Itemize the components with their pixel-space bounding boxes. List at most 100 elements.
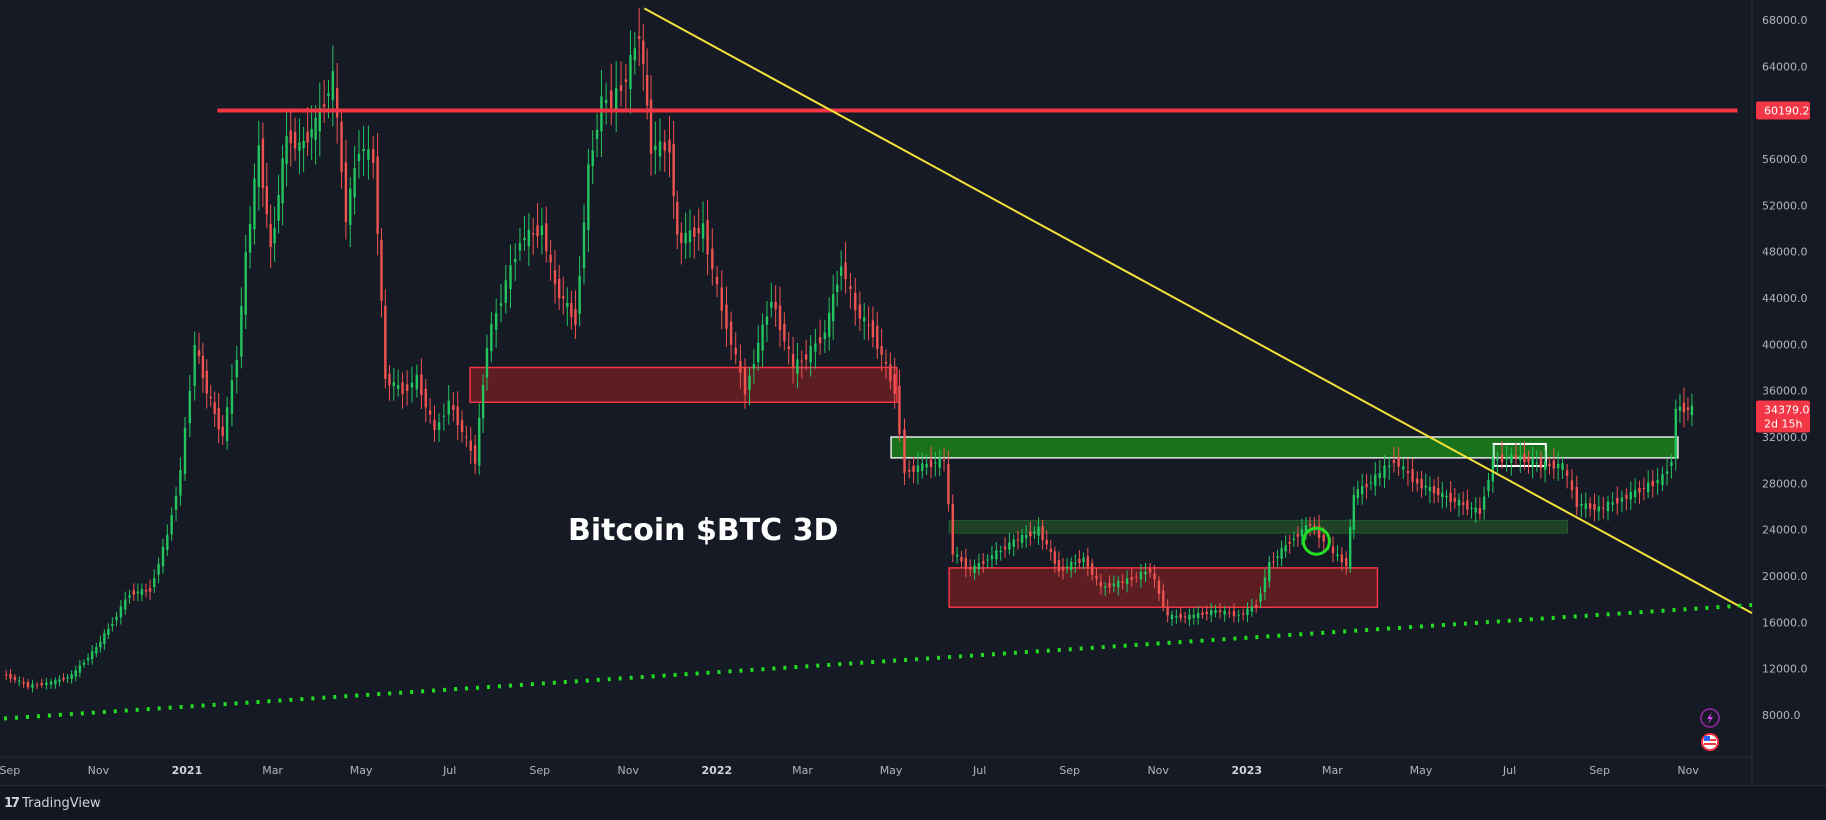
candle-up	[1374, 474, 1377, 486]
candle-up	[990, 555, 994, 560]
candle-up	[277, 194, 280, 221]
candle-up	[1209, 610, 1213, 616]
y-tick-label: 48000.0	[1762, 246, 1808, 259]
candle-up	[99, 641, 102, 648]
price-chart[interactable]: 68000.064000.060000.056000.052000.048000…	[0, 0, 1826, 785]
x-tick-label: 2023	[1231, 764, 1262, 777]
candle-up	[170, 515, 173, 535]
candle-up	[527, 229, 531, 247]
candle-down	[680, 232, 683, 244]
candle-down	[968, 567, 972, 570]
candle-up	[1674, 408, 1677, 460]
candle-up	[566, 302, 569, 307]
candle-up	[1491, 457, 1495, 482]
candle-down	[452, 404, 455, 411]
candle-up	[523, 237, 526, 241]
candle-up	[752, 364, 756, 369]
candle-up	[1246, 608, 1249, 615]
candle-down	[637, 35, 641, 39]
candle-up	[1441, 492, 1444, 498]
candle-up	[74, 670, 77, 677]
candle-up	[235, 359, 238, 378]
candle-down	[1527, 456, 1530, 463]
alert-icon[interactable]	[1700, 708, 1720, 728]
candle-down	[201, 355, 205, 378]
candle-up	[1470, 507, 1473, 509]
candle-up	[1510, 454, 1513, 464]
candle-up	[161, 546, 165, 567]
candle-up	[1611, 502, 1614, 505]
candle-down	[1201, 612, 1204, 615]
candle-up	[318, 107, 321, 132]
y-tick-label: 44000.0	[1762, 292, 1808, 305]
candle-up	[823, 332, 827, 339]
candle-down	[800, 360, 803, 362]
candle-up	[1505, 457, 1508, 460]
candle-down	[1317, 525, 1321, 539]
candle-up	[1629, 492, 1632, 500]
candle-up	[248, 223, 252, 253]
last-price-tag	[1756, 400, 1810, 433]
candle-up	[1383, 465, 1386, 479]
candle-up	[614, 87, 618, 110]
x-tick-label: Jul	[972, 764, 986, 777]
us-flag-icon[interactable]	[1701, 733, 1719, 751]
candle-up	[1388, 465, 1391, 468]
candle-down	[876, 325, 879, 349]
candle-down	[668, 139, 671, 153]
candle-down	[1397, 457, 1400, 467]
candle-up	[1424, 485, 1427, 488]
candle-up	[193, 344, 196, 386]
candle-down	[144, 589, 148, 592]
candle-down	[903, 429, 906, 474]
candle-up	[654, 145, 657, 151]
tradingview-logo[interactable]: 17 TradingView	[4, 796, 101, 811]
candle-down	[465, 436, 468, 438]
candle-down	[743, 368, 747, 395]
candle-down	[340, 121, 343, 173]
candle-up	[509, 265, 512, 290]
candle-down	[1090, 563, 1094, 575]
candle-up	[839, 266, 843, 276]
candle-up	[392, 381, 396, 387]
highlight-circle	[1301, 526, 1331, 556]
candle-up	[240, 306, 243, 357]
candle-up	[1633, 490, 1637, 498]
candle-up	[1457, 499, 1461, 506]
candle-down	[405, 384, 409, 392]
candle-down	[1416, 478, 1419, 484]
candle-up	[1531, 458, 1534, 466]
y-tick-label: 40000.0	[1762, 338, 1808, 351]
candle-up	[582, 222, 586, 269]
candle-up	[119, 606, 123, 618]
y-tick-label: 16000.0	[1762, 616, 1808, 629]
candle-down	[269, 223, 272, 248]
candle-up	[285, 136, 288, 165]
candle-down	[1331, 546, 1335, 554]
candle-down	[13, 676, 17, 681]
candle-up	[1445, 495, 1448, 498]
y-tick-label: 12000.0	[1762, 663, 1808, 676]
candle-down	[1616, 497, 1619, 504]
candle-down	[322, 104, 326, 107]
candle-down	[960, 556, 963, 562]
time-axis[interactable]: Sep Nov 2021 Mar May Jul Sep Nov 2022 Mar May Jul Se…	[0, 764, 1699, 777]
candle-down	[739, 360, 742, 373]
candle-up	[327, 92, 330, 96]
candle-down	[1588, 503, 1592, 509]
candle-down	[1057, 560, 1061, 572]
candle-down	[791, 353, 795, 368]
candle-down	[376, 156, 379, 234]
candle-up	[1125, 578, 1129, 584]
candle-up	[1082, 557, 1085, 563]
candle-up	[977, 563, 981, 570]
candle-up	[367, 149, 370, 160]
candle-down	[570, 302, 573, 318]
candle-down	[536, 225, 539, 237]
candle-up	[331, 71, 335, 100]
candle-up	[45, 682, 48, 686]
candle-down	[26, 682, 30, 688]
candle-down	[469, 440, 472, 451]
candle-down	[858, 304, 862, 319]
candle-down	[908, 469, 911, 472]
